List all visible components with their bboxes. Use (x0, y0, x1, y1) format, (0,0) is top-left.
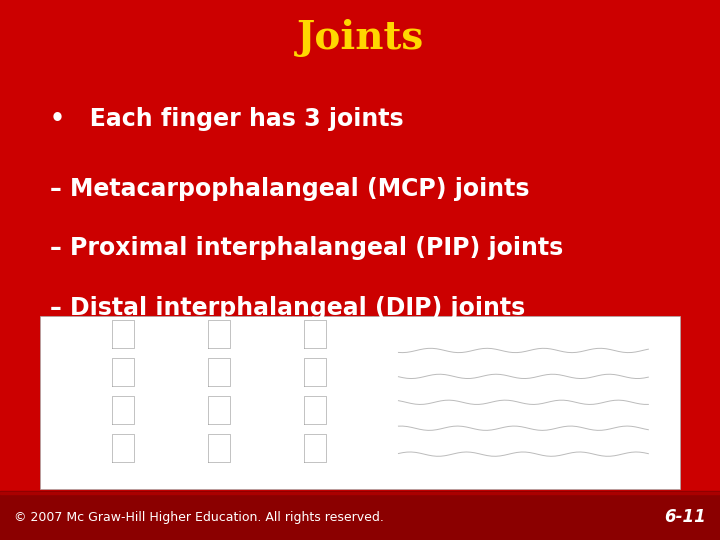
Text: 6-11: 6-11 (664, 508, 706, 526)
Text: •   Each finger has 3 joints: • Each finger has 3 joints (50, 107, 404, 131)
Bar (40, 316, 680, 489)
Text: – Metacarpophalangeal (MCP) joints: – Metacarpophalangeal (MCP) joints (50, 177, 530, 201)
Text: – Distal interphalangeal (DIP) joints: – Distal interphalangeal (DIP) joints (50, 296, 526, 320)
Bar (0, 492, 720, 494)
Bar (0, 491, 720, 540)
Text: © 2007 Mc Graw-Hill Higher Education. All rights reserved.: © 2007 Mc Graw-Hill Higher Education. Al… (14, 511, 384, 524)
Text: Joints: Joints (297, 19, 423, 57)
Text: – Proximal interphalangeal (PIP) joints: – Proximal interphalangeal (PIP) joints (50, 237, 564, 260)
